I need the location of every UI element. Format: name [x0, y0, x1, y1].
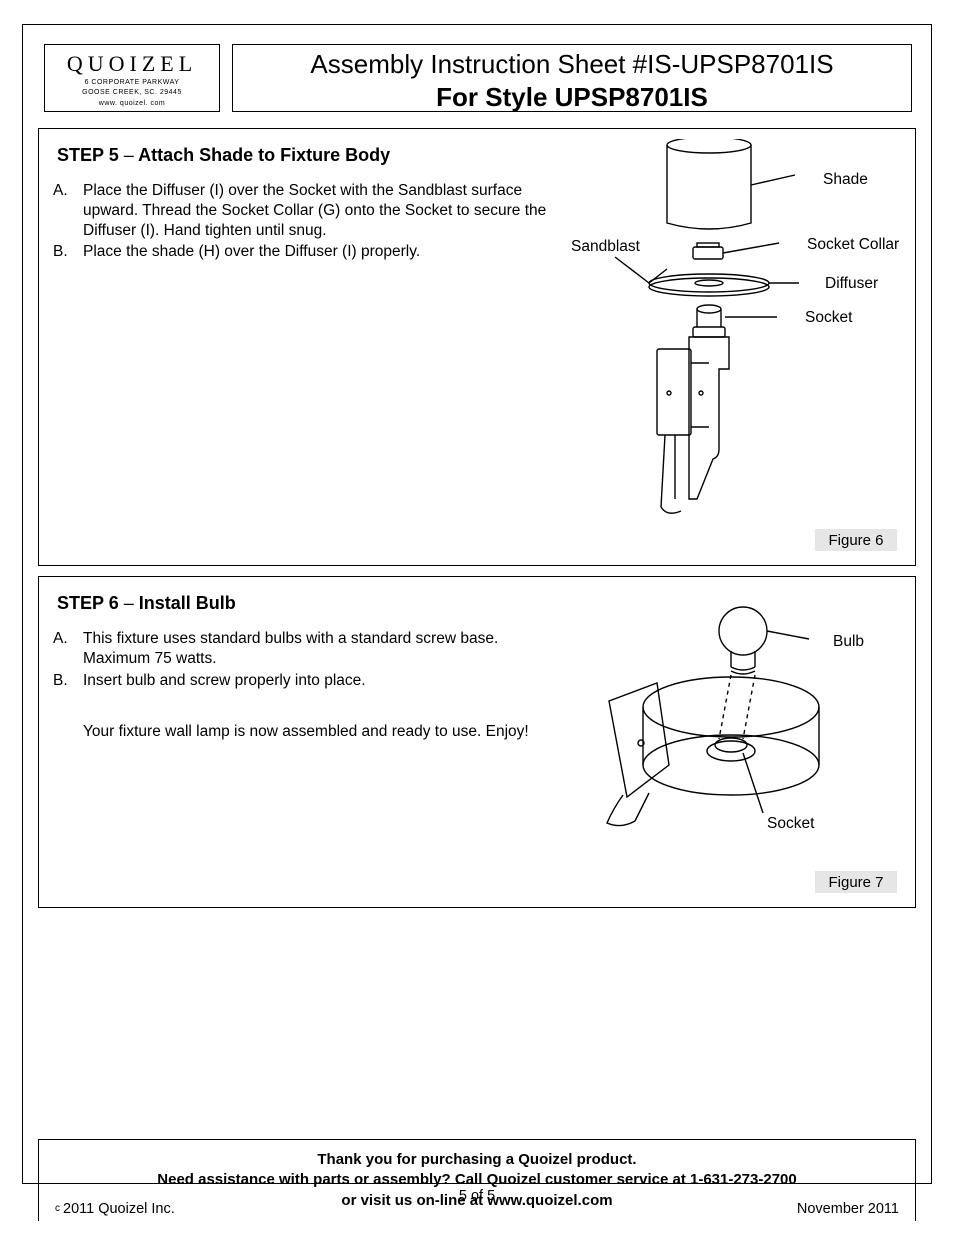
dash: –	[124, 593, 134, 613]
footer-line1: Thank you for purchasing a Quoizel produ…	[39, 1150, 915, 1170]
step5-item-b: B. Place the shade (H) over the Diffuser…	[53, 242, 553, 262]
letter: B.	[53, 671, 79, 691]
step6-body: A. This fixture uses standard bulbs with…	[53, 629, 553, 742]
brand-addr2: GOOSE CREEK, SC. 29445	[53, 89, 211, 97]
step5-item-a: A. Place the Diffuser (I) over the Socke…	[53, 181, 553, 240]
label-diffuser: Diffuser	[825, 275, 878, 293]
step5-body: A. Place the Diffuser (I) over the Socke…	[53, 181, 553, 264]
footer-box: Thank you for purchasing a Quoizel produ…	[38, 1139, 916, 1221]
figure6-svg	[569, 139, 909, 539]
title-line2: For Style UPSP8701IS	[233, 82, 911, 113]
step6-item-a: A. This fixture uses standard bulbs with…	[53, 629, 553, 669]
brand-addr3: www. quoizel. com	[53, 100, 211, 108]
label-shade: Shade	[823, 171, 868, 189]
dash: –	[124, 145, 134, 165]
title-line1: Assembly Instruction Sheet #IS-UPSP8701I…	[233, 49, 911, 80]
text: Place the Diffuser (I) over the Socket w…	[83, 182, 546, 239]
letter: A.	[53, 181, 79, 201]
brand-name: QUOIZEL	[53, 51, 211, 77]
step6-panel: STEP 6 – Install Bulb A. This fixture us…	[38, 576, 916, 908]
label-socket-collar: Socket Collar	[807, 236, 899, 254]
label-socket: Socket	[767, 815, 814, 833]
step5-heading: STEP 5 – Attach Shade to Fixture Body	[57, 145, 390, 166]
step5-panel: STEP 5 – Attach Shade to Fixture Body A.…	[38, 128, 916, 566]
step6-title: Install Bulb	[139, 593, 236, 613]
step6-num: STEP 6	[57, 593, 119, 613]
letter: A.	[53, 629, 79, 649]
figure6-tag: Figure 6	[815, 529, 897, 551]
text: This fixture uses standard bulbs with a …	[83, 630, 498, 667]
figure7-diagram: Bulb Socket	[557, 593, 907, 853]
figure6-diagram: Shade Socket Collar Sandblast Diffuser S…	[569, 139, 909, 539]
page-number: 5 of 5	[0, 1188, 954, 1204]
label-bulb: Bulb	[833, 633, 864, 651]
text: Insert bulb and screw properly into plac…	[83, 672, 366, 689]
letter: B.	[53, 242, 79, 262]
label-socket: Socket	[805, 309, 852, 327]
figure7-svg	[557, 593, 907, 853]
step5-title: Attach Shade to Fixture Body	[138, 145, 390, 165]
step5-num: STEP 5	[57, 145, 119, 165]
title-box: Assembly Instruction Sheet #IS-UPSP8701I…	[232, 44, 912, 112]
step6-closing: Your fixture wall lamp is now assembled …	[53, 722, 553, 742]
step6-heading: STEP 6 – Install Bulb	[57, 593, 236, 614]
label-sandblast: Sandblast	[571, 238, 640, 256]
figure7-tag: Figure 7	[815, 871, 897, 893]
brand-logo-box: QUOIZEL 6 CORPORATE PARKWAY GOOSE CREEK,…	[44, 44, 220, 112]
text: Place the shade (H) over the Diffuser (I…	[83, 243, 420, 260]
copyright-c: c	[55, 1203, 60, 1214]
step6-item-b: B. Insert bulb and screw properly into p…	[53, 671, 553, 691]
brand-addr1: 6 CORPORATE PARKWAY	[53, 79, 211, 87]
